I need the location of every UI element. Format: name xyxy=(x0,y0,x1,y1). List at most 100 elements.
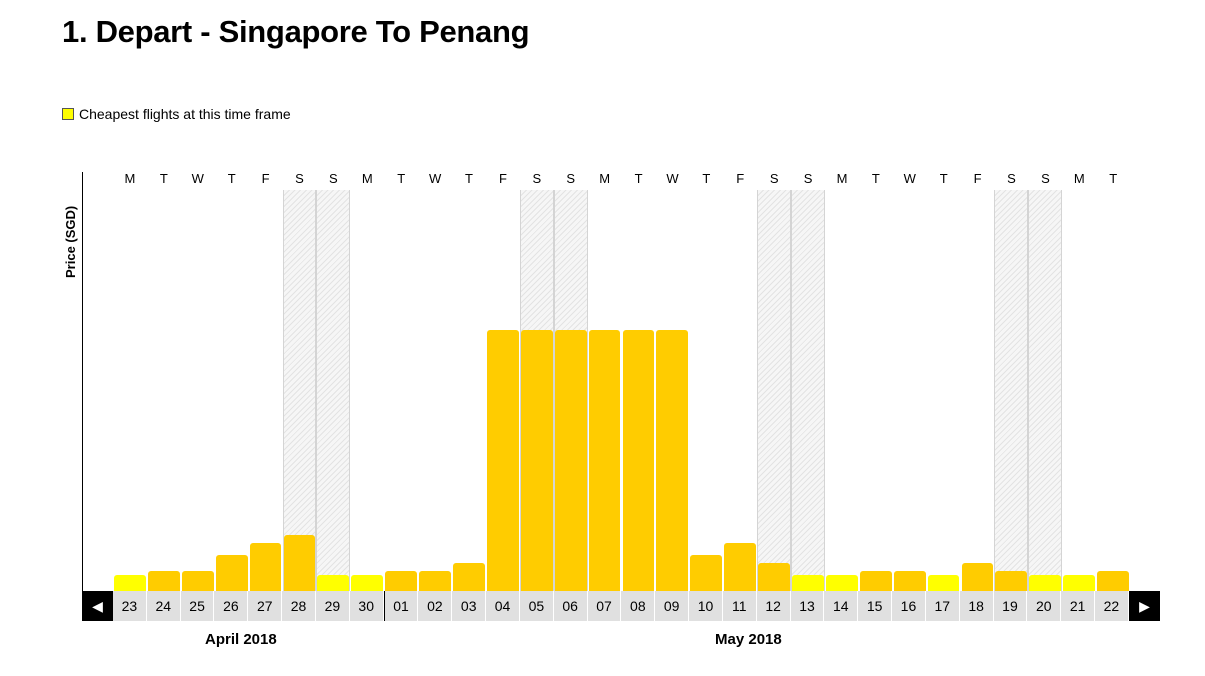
price-bar[interactable] xyxy=(758,562,790,591)
date-cell[interactable]: 09 xyxy=(655,591,690,621)
date-cell[interactable]: 27 xyxy=(248,591,283,621)
day-column xyxy=(893,190,927,591)
price-bar[interactable] xyxy=(961,562,994,591)
weekend-column xyxy=(994,190,1029,591)
price-bar[interactable] xyxy=(147,570,180,591)
price-bar[interactable] xyxy=(419,570,451,591)
date-cell[interactable]: 20 xyxy=(1027,591,1062,621)
weekend-column xyxy=(519,190,554,591)
date-cells: 23 24 25 26 27 28 29 30 01 02 03 04 05 06 07 08 09 10 11 12… xyxy=(113,591,1129,621)
date-cell[interactable]: 05 xyxy=(519,591,554,621)
date-cell[interactable]: 10 xyxy=(689,591,723,621)
price-bar[interactable] xyxy=(1097,570,1129,591)
previous-dates-button[interactable]: ◀ xyxy=(82,591,113,621)
day-column xyxy=(181,190,215,591)
legend-label: Cheapest flights at this time frame xyxy=(79,106,291,122)
day-column xyxy=(588,190,622,591)
day-column xyxy=(147,190,181,591)
price-bar[interactable] xyxy=(893,570,926,591)
date-cell[interactable]: 06 xyxy=(553,591,588,621)
weekday-label: T xyxy=(871,171,880,186)
price-bar[interactable] xyxy=(554,330,587,591)
price-bar[interactable] xyxy=(453,562,485,591)
weekday-label: W xyxy=(428,171,442,186)
price-bar[interactable] xyxy=(520,330,553,591)
weekday-label: S xyxy=(329,171,338,186)
date-cell[interactable]: 12 xyxy=(756,591,791,621)
weekday-label: T xyxy=(397,171,406,186)
date-cell[interactable]: 03 xyxy=(452,591,487,621)
weekday-label: W xyxy=(903,171,916,186)
day-column xyxy=(825,190,859,591)
price-bar[interactable] xyxy=(351,574,384,591)
date-cell[interactable]: 15 xyxy=(858,591,893,621)
month-label-april: April 2018 xyxy=(205,631,277,648)
date-cell[interactable]: 02 xyxy=(418,591,453,621)
day-column xyxy=(961,190,995,591)
weekday-label: S xyxy=(1041,171,1050,186)
day-column xyxy=(452,190,486,591)
weekday-label: T xyxy=(227,171,236,186)
date-cell[interactable]: 29 xyxy=(315,591,350,621)
day-column xyxy=(927,190,961,591)
day-column xyxy=(1062,190,1096,591)
date-cell[interactable]: 22 xyxy=(1095,591,1129,621)
day-column xyxy=(655,190,689,591)
weekday-label: T xyxy=(702,171,711,186)
price-bar[interactable] xyxy=(486,330,519,591)
weekday-label: F xyxy=(261,171,270,186)
price-bar[interactable] xyxy=(1029,574,1062,591)
date-cell[interactable]: 08 xyxy=(621,591,656,621)
y-axis-label: Price (SGD) xyxy=(63,205,78,278)
date-cell[interactable]: 11 xyxy=(722,591,757,621)
legend: Cheapest flights at this time frame xyxy=(62,106,291,122)
date-cell[interactable]: 14 xyxy=(824,591,859,621)
price-bar[interactable] xyxy=(995,570,1028,591)
date-cell[interactable]: 01 xyxy=(383,591,419,621)
date-cell[interactable]: 18 xyxy=(959,591,994,621)
price-bar[interactable] xyxy=(249,542,282,591)
weekday-label: T xyxy=(939,171,948,186)
weekend-column xyxy=(316,190,351,591)
price-bar[interactable] xyxy=(622,330,655,591)
weekday-label: W xyxy=(666,171,679,186)
date-cell[interactable]: 17 xyxy=(925,591,960,621)
price-bar[interactable] xyxy=(385,570,418,591)
weekday-label: M xyxy=(836,171,848,186)
date-cell[interactable]: 24 xyxy=(146,591,181,621)
price-bar[interactable] xyxy=(927,574,960,591)
price-bar[interactable] xyxy=(690,554,723,591)
date-cell[interactable]: 25 xyxy=(180,591,215,621)
day-column xyxy=(622,190,656,591)
weekday-label: S xyxy=(295,171,304,186)
next-dates-button[interactable]: ▶ xyxy=(1129,591,1160,621)
price-bar[interactable] xyxy=(588,330,621,591)
price-bar[interactable] xyxy=(114,574,146,591)
price-bar[interactable] xyxy=(181,570,214,591)
price-bar[interactable] xyxy=(792,574,824,591)
price-bar[interactable] xyxy=(215,554,248,591)
weekday-label: F xyxy=(973,171,982,186)
day-column xyxy=(249,190,283,591)
price-bar[interactable] xyxy=(317,574,350,591)
date-cell[interactable]: 30 xyxy=(349,591,384,621)
price-bar[interactable] xyxy=(825,574,858,591)
price-bar[interactable] xyxy=(656,330,689,591)
date-cell[interactable]: 04 xyxy=(486,591,520,621)
day-column xyxy=(113,190,147,591)
date-cell[interactable]: 16 xyxy=(892,591,926,621)
price-bar[interactable] xyxy=(283,534,316,591)
price-bar[interactable] xyxy=(1063,574,1096,591)
date-cell[interactable]: 21 xyxy=(1061,591,1096,621)
date-cell[interactable]: 23 xyxy=(113,591,147,621)
date-cell[interactable]: 19 xyxy=(993,591,1028,621)
date-cell[interactable]: 26 xyxy=(214,591,249,621)
date-cell[interactable]: 13 xyxy=(790,591,825,621)
date-cell[interactable]: 07 xyxy=(587,591,622,621)
weekday-label: T xyxy=(465,171,473,186)
weekend-column xyxy=(553,190,588,591)
price-bar[interactable] xyxy=(859,570,892,591)
price-chart xyxy=(113,190,1130,591)
price-bar[interactable] xyxy=(724,542,757,591)
date-cell[interactable]: 28 xyxy=(282,591,316,621)
